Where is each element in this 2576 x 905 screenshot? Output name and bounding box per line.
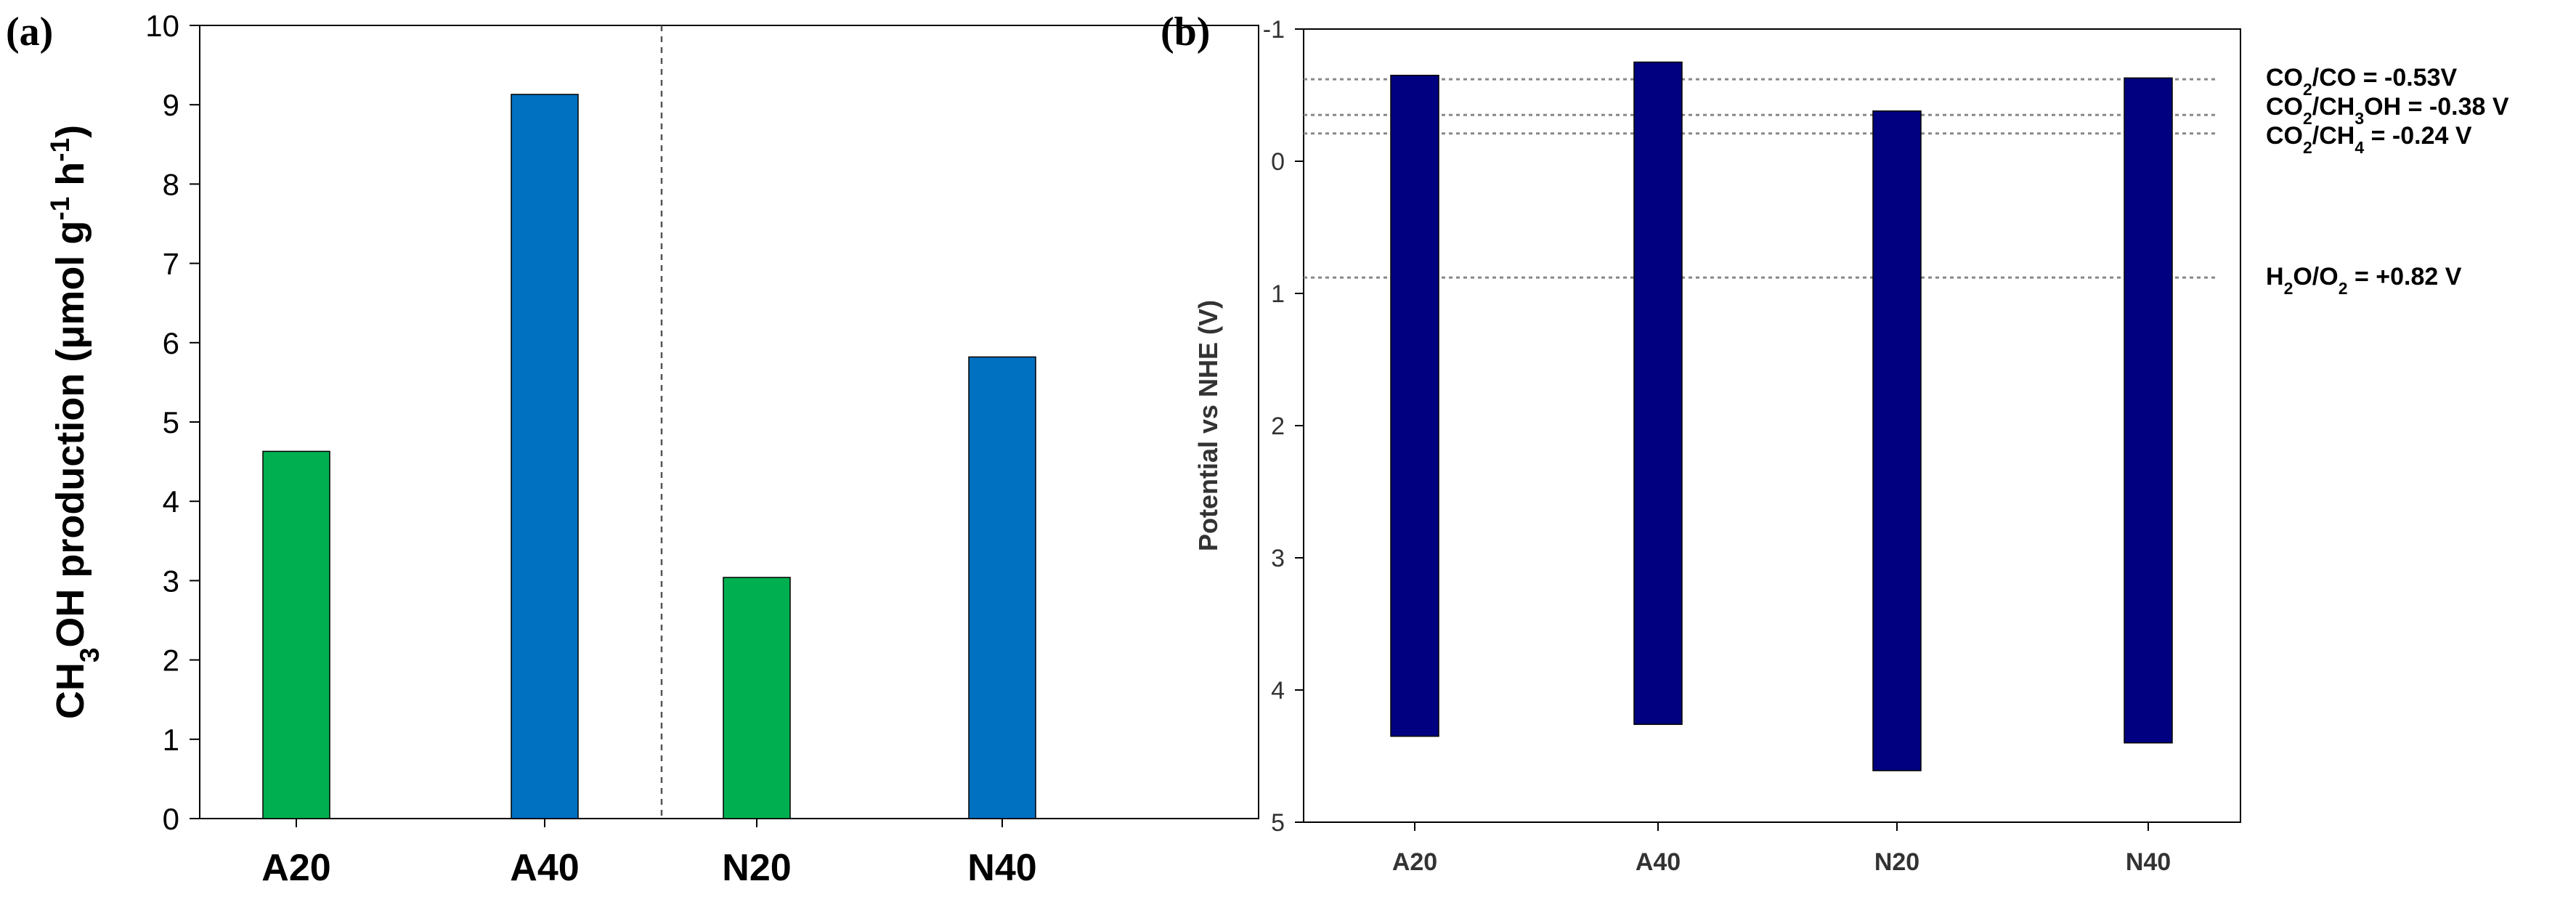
y-tick-label: 2 <box>163 644 179 678</box>
x-tick-label: A20 <box>1392 848 1437 876</box>
y-axis-label-part: ) <box>49 125 92 138</box>
y-tick-label: 6 <box>163 326 179 360</box>
reference-label-part: /CH <box>2312 93 2355 121</box>
panel-b-bars <box>1390 61 2173 771</box>
y-tick-label: 8 <box>163 167 179 201</box>
y-tick-label: 5 <box>163 405 179 439</box>
x-tick-label: N20 <box>722 847 791 889</box>
reference-label-part: O/O <box>2293 263 2338 291</box>
x-tick-label: A40 <box>1636 848 1681 876</box>
reference-label-part: /CH <box>2312 122 2355 150</box>
reference-label-part: 3 <box>2354 109 2364 128</box>
band-bar-a40 <box>1633 61 1683 726</box>
y-tick-label: 9 <box>163 88 179 122</box>
reference-label-part: OH = -0.38 V <box>2364 93 2509 121</box>
panel-a-y-axis-label: CH3OH production (μmol g-1 h-1) <box>45 125 105 719</box>
y-tick-label: 4 <box>163 484 179 519</box>
y-tick-label: 7 <box>163 247 179 281</box>
x-tick-label: N20 <box>1874 848 1919 876</box>
x-tick-label: N40 <box>2126 848 2171 876</box>
y-tick-label: 3 <box>163 564 179 598</box>
reference-label-part: /CO = -0.53V <box>2312 64 2458 92</box>
panel-a-label: (a) <box>6 9 53 54</box>
panel-a-x-axis: A20 A40 N20 N40 <box>261 819 1037 889</box>
reference-line-label: H2O/O2 = +0.82 V <box>2266 263 2462 298</box>
reference-label-part: 2 <box>2284 279 2293 298</box>
y-tick-label: -1 <box>1263 16 1285 44</box>
y-tick-label: 10 <box>145 9 179 43</box>
y-tick-label: 5 <box>1271 809 1285 837</box>
reference-label-part: CO <box>2266 64 2303 92</box>
band-bar-n40 <box>2124 77 2173 744</box>
reference-label-part: CO <box>2266 93 2303 121</box>
y-axis-label-part: CH <box>49 662 92 719</box>
band-bar-a20 <box>1390 74 1439 737</box>
reference-label-part: 2 <box>2339 279 2348 298</box>
panel-b-x-axis: A20 A40 N20 N40 <box>1392 822 2171 876</box>
bar-n40 <box>968 356 1036 819</box>
panel-b-y-axis: -1 0 1 2 3 4 5 <box>1263 16 1304 837</box>
panel-b-reference-lines <box>1304 78 2219 279</box>
reference-label-part: 2 <box>2303 109 2312 128</box>
bar-a20 <box>262 450 330 819</box>
reference-label-part: H <box>2266 263 2284 291</box>
reference-label-part: 2 <box>2303 80 2312 99</box>
y-tick-label: 1 <box>163 723 179 757</box>
x-tick-label: N40 <box>967 847 1036 889</box>
reference-line-label: CO2/CH4 = -0.24 V <box>2266 122 2472 157</box>
y-axis-label-part: -1 <box>45 138 75 162</box>
reference-label-part: = +0.82 V <box>2348 263 2462 291</box>
y-axis-label-part: -1 <box>45 197 75 221</box>
band-bar-n20 <box>1872 110 1922 771</box>
panel-b-label: (b) <box>1161 9 1210 54</box>
reference-label-part: 4 <box>2354 138 2364 157</box>
x-tick-label: A40 <box>510 847 579 889</box>
y-axis-label-part: OH production (μmol g <box>49 221 92 648</box>
panel-b-chart: (b) -1 0 1 2 3 4 5 A20 A40 N20 N40 Potential vs N… <box>1161 9 2509 876</box>
y-tick-label: 0 <box>163 802 179 836</box>
y-tick-label: 2 <box>1271 413 1285 440</box>
bar-n20 <box>723 577 791 819</box>
y-tick-label: 0 <box>1271 148 1285 176</box>
panel-a-bars <box>262 94 1036 819</box>
y-axis-label-part: 3 <box>75 648 105 663</box>
reference-line-label: CO2/CO = -0.53V <box>2266 64 2457 99</box>
reference-label-part: = -0.24 V <box>2364 122 2472 150</box>
panel-b-plot-frame <box>1303 28 2241 823</box>
y-axis-label-part: h <box>49 162 92 197</box>
y-tick-label: 1 <box>1271 280 1285 308</box>
x-tick-label: A20 <box>261 847 330 889</box>
reference-label-part: 2 <box>2303 138 2312 157</box>
y-tick-label: 4 <box>1271 677 1285 705</box>
bar-a40 <box>511 94 579 819</box>
reference-line-label: CO2/CH3OH = -0.38 V <box>2266 93 2509 128</box>
panel-a-y-axis: 0 1 2 3 4 5 6 7 8 9 10 <box>145 9 200 836</box>
y-tick-label: 3 <box>1271 545 1285 572</box>
reference-label-part: CO <box>2266 122 2303 150</box>
panel-b-y-axis-label: Potential vs NHE (V) <box>1193 300 1223 551</box>
